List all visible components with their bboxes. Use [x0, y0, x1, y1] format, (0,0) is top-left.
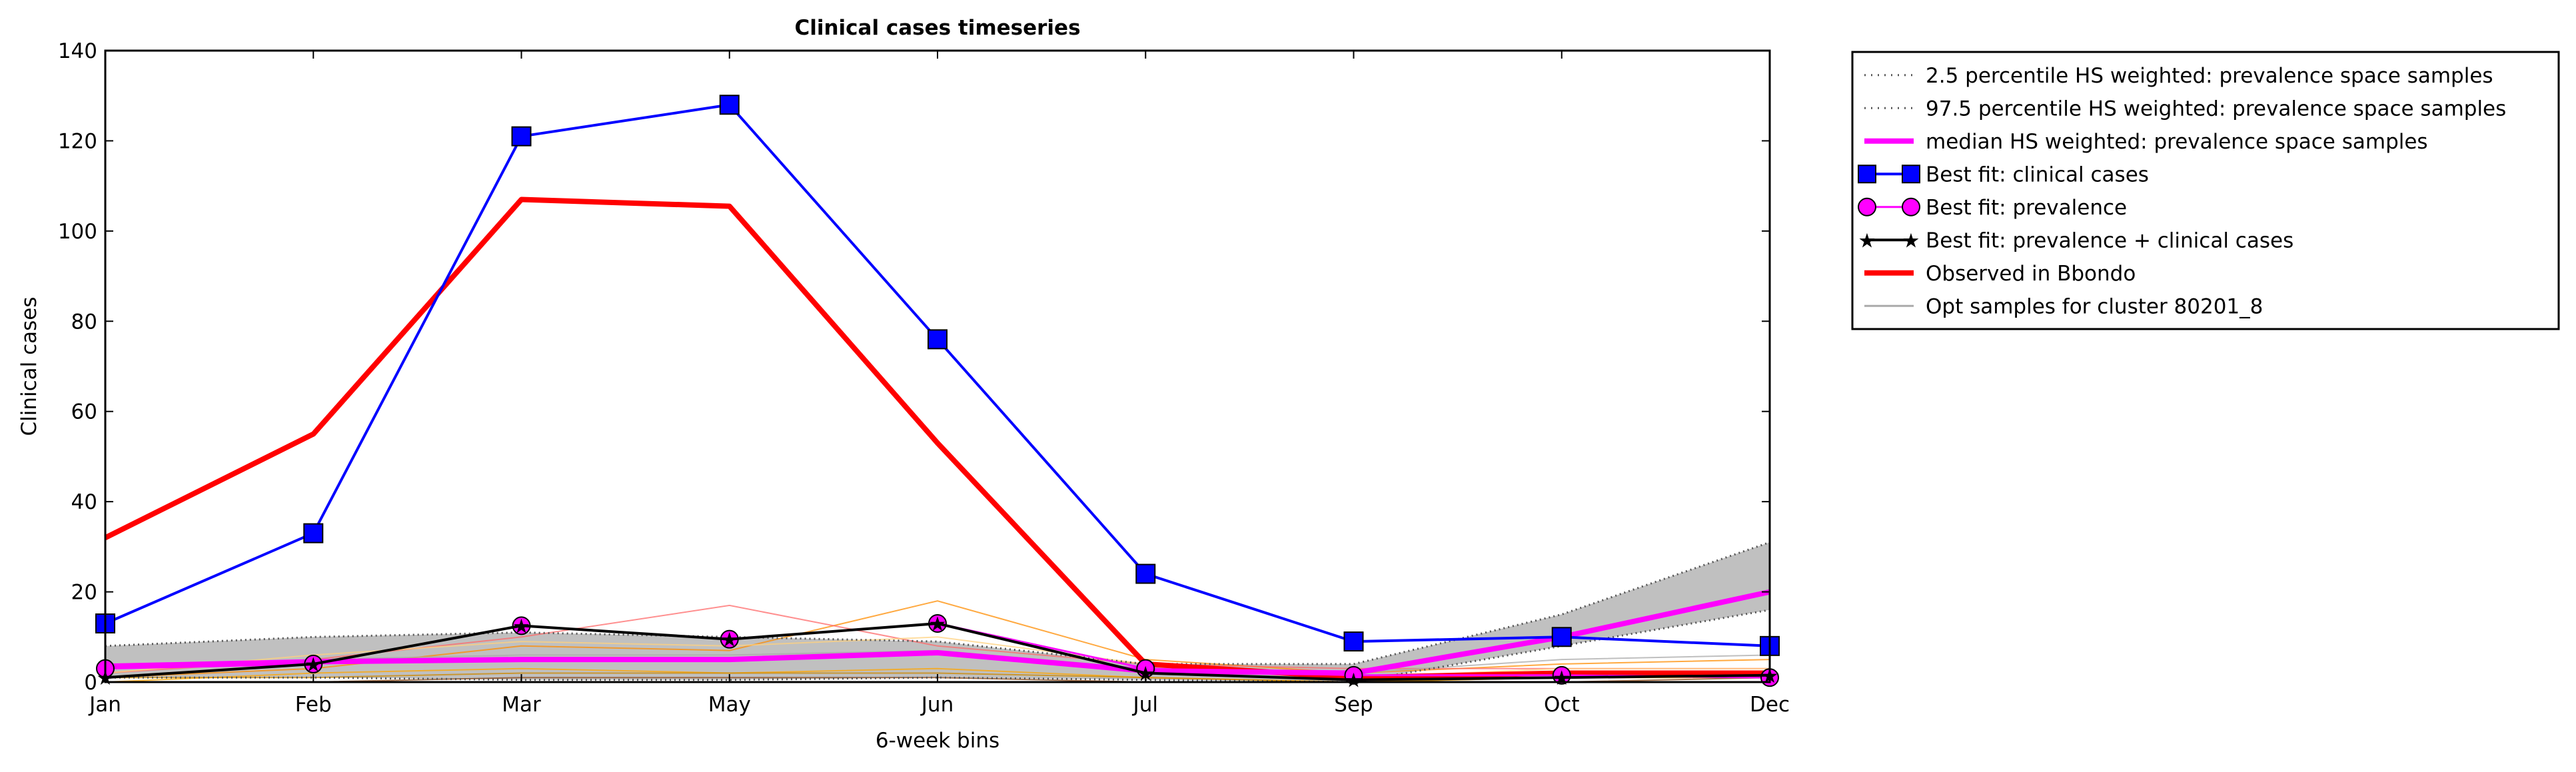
legend-label: 97.5 percentile HS weighted: prevalence … [1926, 97, 2506, 121]
x-tick-label: Mar [502, 693, 541, 717]
x-tick-label: Jun [920, 693, 954, 717]
legend-entry: median HS weighted: prevalence space sam… [1864, 130, 2428, 154]
median-line [105, 589, 1770, 676]
legend-marker [1858, 197, 1876, 216]
legend-entry: 2.5 percentile HS weighted: prevalence s… [1864, 64, 2493, 88]
legend-frame [1851, 51, 2560, 330]
legend-entry: 97.5 percentile HS weighted: prevalence … [1864, 97, 2506, 121]
combined-fit-point: ★ [305, 653, 322, 677]
x-axis-label: 6-week bins [876, 729, 999, 753]
legend-label: 2.5 percentile HS weighted: prevalence s… [1926, 64, 2493, 88]
combined-fit-point: ★ [929, 613, 947, 636]
x-tick-label: Jan [88, 693, 121, 717]
legend-marker [1902, 197, 1920, 216]
x-tick-label: Dec [1750, 693, 1790, 717]
y-axis-label: Clinical cases [17, 296, 41, 436]
combined-fit-line [105, 621, 1770, 681]
legend-entry: ★ ★ Best fit: prevalence + clinical cases [1858, 228, 2294, 252]
y-tick-label: 0 [84, 671, 97, 695]
legend-entry: Observed in Bbondo [1864, 262, 2136, 286]
chart-title: Clinical cases timeseries [794, 16, 1080, 40]
legend-label: Best fit: prevalence + clinical cases [1926, 228, 2293, 252]
x-tick-label: Jul [1132, 693, 1158, 717]
clinical-fit-point [1343, 631, 1364, 652]
y-tick-label: 140 [58, 39, 97, 63]
legend: 2.5 percentile HS weighted: prevalence s… [1851, 51, 2560, 330]
legend-marker [1902, 165, 1920, 184]
x-tick-label: Feb [295, 693, 332, 717]
legend-entry: Best fit: prevalence [1858, 196, 2127, 220]
legend-label: Best fit: clinical cases [1926, 163, 2149, 187]
y-tick-label: 120 [58, 129, 97, 153]
clinical-fit-point [1135, 564, 1156, 584]
clinical-fit-point [1551, 627, 1572, 647]
clinical-fit-point [928, 329, 948, 350]
combined-fit-point: ★ [720, 629, 738, 652]
legend-label: Best fit: prevalence [1926, 196, 2127, 220]
x-tick-label: May [708, 693, 751, 717]
y-tick-label: 20 [71, 581, 97, 605]
percentile-band [105, 542, 1770, 682]
combined-fit-point: ★ [512, 615, 530, 638]
x-tick-label: Oct [1544, 693, 1580, 717]
y-tick-label: 100 [58, 220, 97, 244]
legend-entry: Best fit: clinical cases [1858, 163, 2149, 187]
legend-marker: ★ [1858, 229, 1876, 252]
x-tick-label: Sep [1334, 693, 1373, 717]
clinical-fit-point [511, 126, 532, 147]
clinical-fit-point [303, 523, 324, 544]
y-tick-label: 40 [71, 490, 97, 514]
legend-label: median HS weighted: prevalence space sam… [1926, 130, 2428, 154]
legend-marker: ★ [1902, 229, 1920, 252]
legend-label: Opt samples for cluster 80201_8 [1926, 294, 2263, 318]
legend-entry: Opt samples for cluster 80201_8 [1864, 294, 2263, 318]
y-tick-label: 80 [71, 310, 97, 334]
legend-label: Observed in Bbondo [1926, 262, 2136, 286]
legend-marker [1858, 165, 1876, 184]
y-tick-label: 60 [71, 400, 97, 424]
clinical-fit-point [719, 95, 740, 115]
